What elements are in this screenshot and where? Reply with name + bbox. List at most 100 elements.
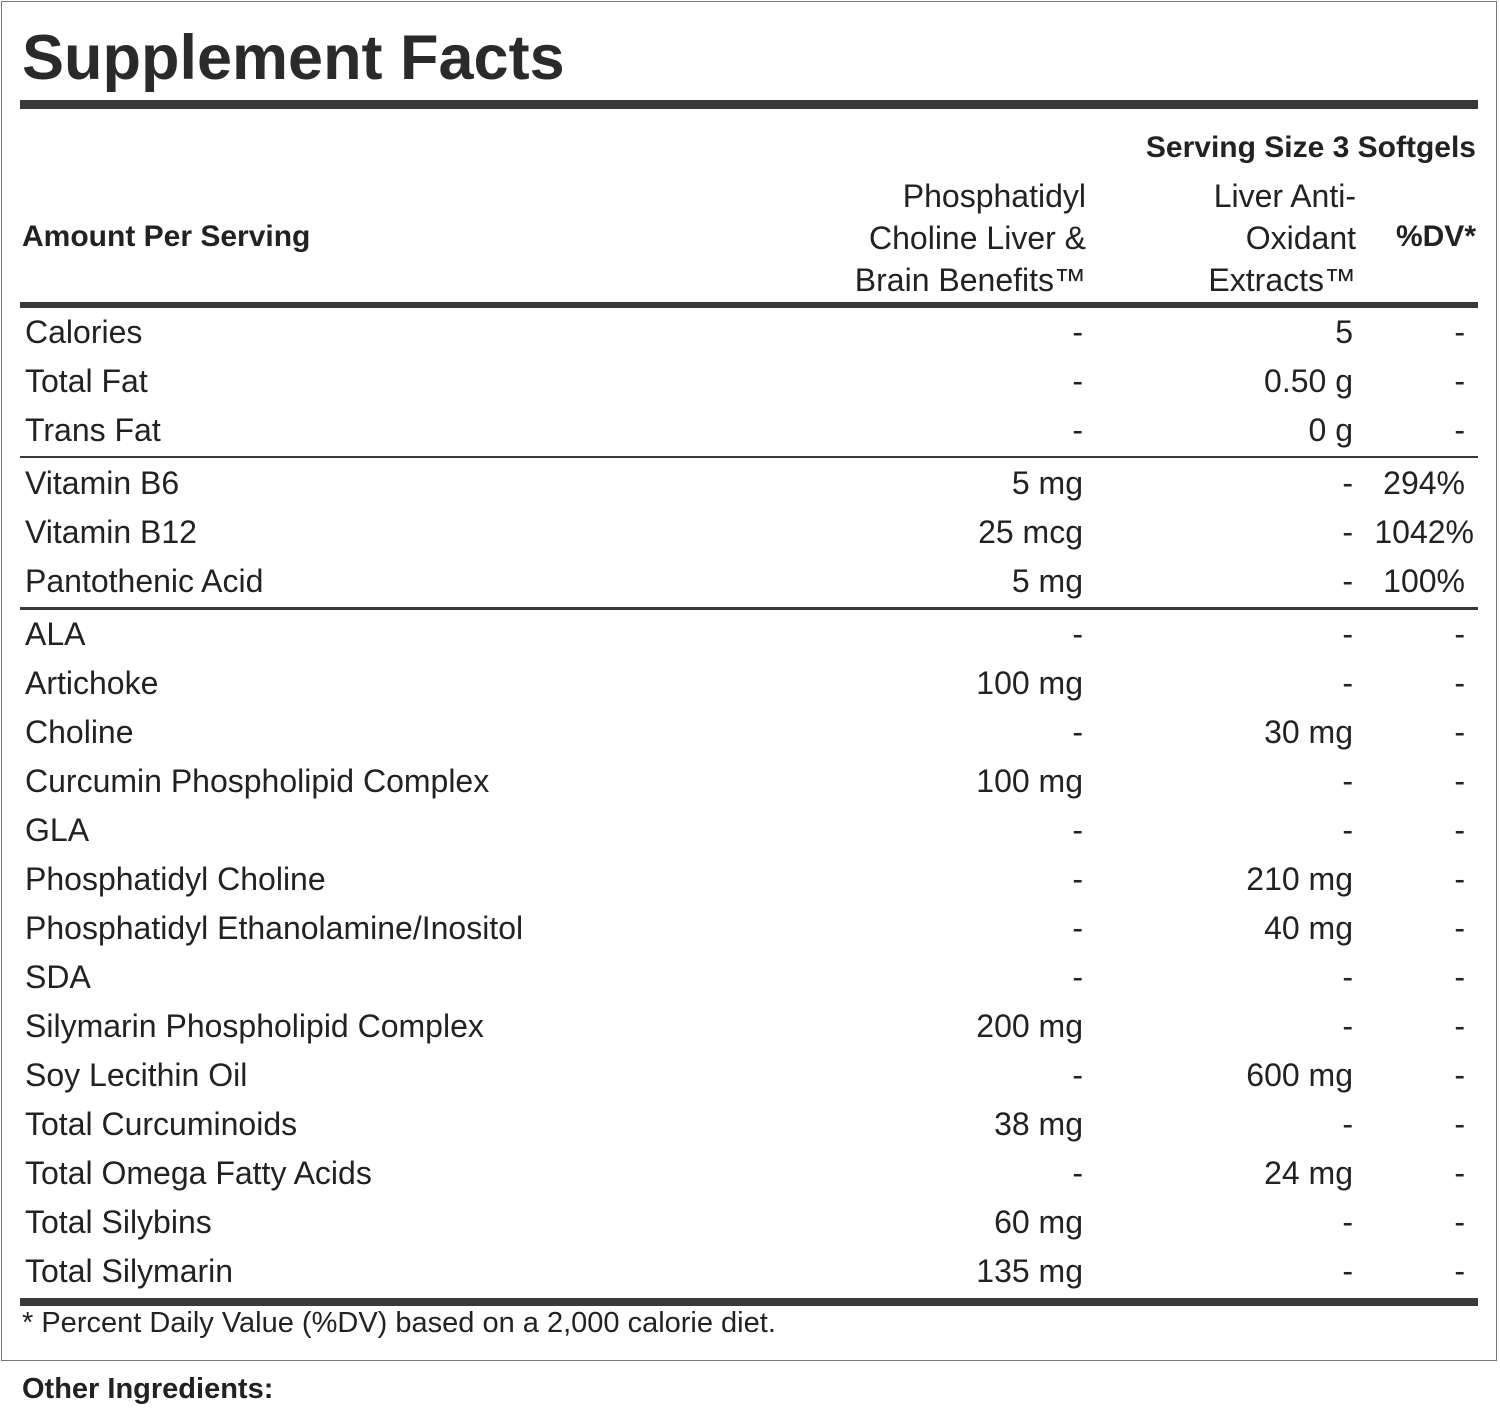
column-header-phosphatidyl-choline: Phosphatidyl Choline Liver & Brain Benef… <box>855 175 1086 301</box>
nutrient-row: Vitamin B6 5 mg -294% <box>0 459 1500 508</box>
daily-value: - <box>1454 714 1465 750</box>
phosphatidyl-choline-amount: 5 mg <box>1011 465 1083 501</box>
header-line: Oxidant <box>1245 220 1356 256</box>
phosphatidyl-choline-amount: 100 mg <box>976 665 1083 701</box>
daily-value: - <box>1454 1204 1465 1240</box>
header-line: Choline Liver & <box>869 220 1086 256</box>
header-line: Brain Benefits™ <box>854 262 1086 298</box>
daily-value: - <box>1454 763 1465 799</box>
phosphatidyl-choline-amount: - <box>1072 412 1083 448</box>
header-divider <box>20 302 1478 308</box>
daily-value: - <box>1454 1155 1465 1191</box>
nutrient-row: ALA - - - <box>0 610 1500 659</box>
liver-antioxidant-amount: 24 mg <box>1264 1155 1353 1191</box>
liver-antioxidant-amount: - <box>1342 1204 1353 1240</box>
supplement-facts-panel <box>1 1 1497 1361</box>
liver-antioxidant-amount: - <box>1342 1253 1353 1289</box>
nutrient-name: Total Omega Fatty Acids <box>25 1155 372 1191</box>
nutrient-name: GLA <box>25 812 90 848</box>
daily-value: - <box>1454 314 1465 350</box>
liver-antioxidant-amount: - <box>1342 563 1353 599</box>
nutrient-row: Phosphatidyl Ethanolamine/Inositol - 40 mg… <box>0 904 1500 953</box>
daily-value: - <box>1454 1253 1465 1289</box>
daily-value: - <box>1454 665 1465 701</box>
nutrient-name: Phosphatidyl Ethanolamine/Inositol <box>25 910 524 946</box>
header-line: Liver Anti- <box>1213 178 1356 214</box>
nutrient-row: SDA - - - <box>0 953 1500 1002</box>
phosphatidyl-choline-amount: 135 mg <box>976 1253 1083 1289</box>
liver-antioxidant-amount: 0 g <box>1308 412 1353 448</box>
daily-value: - <box>1454 812 1465 848</box>
column-header-liver-antioxidant: Liver Anti- Oxidant Extracts™ <box>1208 175 1356 301</box>
phosphatidyl-choline-amount: 5 mg <box>1011 563 1083 599</box>
title-divider <box>20 100 1478 109</box>
phosphatidyl-choline-amount: 100 mg <box>976 763 1083 799</box>
nutrient-row: Vitamin B12 25 mcg -1042% <box>0 508 1500 557</box>
nutrient-name: Total Curcuminoids <box>25 1106 298 1142</box>
liver-antioxidant-amount: - <box>1342 812 1353 848</box>
nutrient-name: Calories <box>25 314 143 350</box>
header-line: Phosphatidyl <box>902 178 1086 214</box>
daily-value: 294% <box>1383 465 1465 501</box>
nutrient-row: Phosphatidyl Choline - 210 mg - <box>0 855 1500 904</box>
nutrient-name: Choline <box>25 714 134 750</box>
nutrient-row: Artichoke 100 mg - - <box>0 659 1500 708</box>
nutrient-name: Artichoke <box>25 665 159 701</box>
header-line: Extracts™ <box>1208 262 1356 298</box>
nutrient-name: SDA <box>25 959 91 995</box>
liver-antioxidant-amount: - <box>1342 514 1353 550</box>
nutrient-name: Total Silybins <box>25 1204 212 1240</box>
daily-value: - <box>1454 959 1465 995</box>
phosphatidyl-choline-amount: - <box>1072 363 1083 399</box>
nutrient-name: Silymarin Phospholipid Complex <box>25 1008 484 1044</box>
nutrient-row: Pantothenic Acid 5 mg -100% <box>0 557 1500 606</box>
nutrient-row: Total Curcuminoids 38 mg - - <box>0 1100 1500 1149</box>
daily-value: 100% <box>1383 563 1465 599</box>
liver-antioxidant-amount: 210 mg <box>1246 861 1353 897</box>
nutrient-name: Trans Fat <box>25 412 161 448</box>
liver-antioxidant-amount: - <box>1342 959 1353 995</box>
liver-antioxidant-amount: - <box>1342 1106 1353 1142</box>
liver-antioxidant-amount: 5 <box>1335 314 1353 350</box>
daily-value: 1042% <box>1374 514 1474 550</box>
phosphatidyl-choline-amount: - <box>1072 861 1083 897</box>
panel-title: Supplement Facts <box>22 23 565 93</box>
phosphatidyl-choline-amount: - <box>1072 314 1083 350</box>
nutrient-row: Soy Lecithin Oil - 600 mg - <box>0 1051 1500 1100</box>
liver-antioxidant-amount: - <box>1342 763 1353 799</box>
phosphatidyl-choline-amount: 25 mcg <box>978 514 1083 550</box>
daily-value: - <box>1454 412 1465 448</box>
daily-value: - <box>1454 1057 1465 1093</box>
nutrient-row: Total Silymarin 135 mg - - <box>0 1247 1500 1296</box>
serving-size: Serving Size 3 Softgels <box>1145 131 1476 164</box>
nutrient-name: Total Silymarin <box>25 1253 234 1289</box>
phosphatidyl-choline-amount: - <box>1072 714 1083 750</box>
daily-value: - <box>1454 910 1465 946</box>
nutrient-row: Total Fat - 0.50 g - <box>0 357 1500 406</box>
bottom-divider <box>20 1298 1478 1306</box>
nutrient-name: Curcumin Phospholipid Complex <box>25 763 490 799</box>
liver-antioxidant-amount: - <box>1342 1008 1353 1044</box>
phosphatidyl-choline-amount: 200 mg <box>976 1008 1083 1044</box>
nutrient-row: Silymarin Phospholipid Complex 200 mg - - <box>0 1002 1500 1051</box>
nutrient-row: Calories - 5 - <box>0 308 1500 357</box>
liver-antioxidant-amount: - <box>1342 465 1353 501</box>
nutrient-row: Choline - 30 mg - <box>0 708 1500 757</box>
phosphatidyl-choline-amount: - <box>1072 616 1083 652</box>
amount-per-serving-label: Amount Per Serving <box>22 220 311 253</box>
liver-antioxidant-amount: 0.50 g <box>1264 363 1353 399</box>
liver-antioxidant-amount: - <box>1342 665 1353 701</box>
phosphatidyl-choline-amount: - <box>1072 1155 1083 1191</box>
phosphatidyl-choline-amount: 38 mg <box>994 1106 1083 1142</box>
nutrient-row: Trans Fat - 0 g - <box>0 406 1500 455</box>
nutrient-name: Vitamin B6 <box>25 465 180 501</box>
liver-antioxidant-amount: 40 mg <box>1264 910 1353 946</box>
nutrient-name: Pantothenic Acid <box>25 563 264 599</box>
nutrient-name: Total Fat <box>25 363 148 399</box>
nutrient-row: Total Omega Fatty Acids - 24 mg - <box>0 1149 1500 1198</box>
liver-antioxidant-amount: 30 mg <box>1264 714 1353 750</box>
daily-value: - <box>1454 363 1465 399</box>
footnote: * Percent Daily Value (%DV) based on a 2… <box>22 1307 776 1339</box>
other-ingredients-label: Other Ingredients: <box>22 1373 274 1405</box>
daily-value: - <box>1454 861 1465 897</box>
